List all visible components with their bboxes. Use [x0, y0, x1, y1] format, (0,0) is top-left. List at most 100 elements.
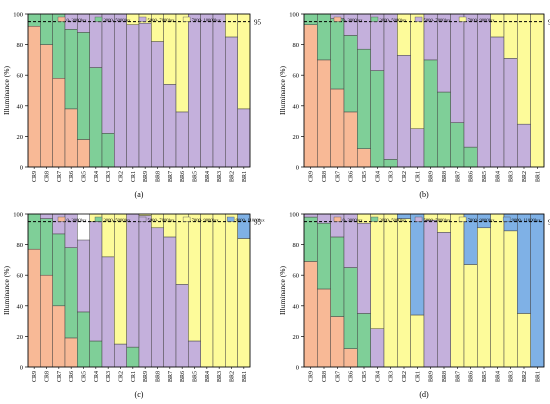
x-tick-label: CR7 [335, 171, 341, 182]
bar-segment [490, 213, 505, 368]
y-tick-label: 100 [289, 212, 299, 219]
x-tick-label: BR7 [168, 171, 174, 182]
y-axis-label: Illuminance (%) [278, 266, 287, 315]
bar-segment [64, 108, 78, 168]
bar-segment [212, 213, 226, 368]
bar-segment [330, 88, 345, 168]
bar-segment [370, 70, 385, 168]
bar-segment [503, 58, 518, 168]
legend-label: 7000- 9000lux [468, 17, 496, 22]
x-tick-label: CR9 [32, 171, 38, 182]
chart-panel-3: 95 0 20 40 60 80 100 Illuminance (%) CR9 CR8 CR7 CR… [2, 212, 265, 400]
bar-segment [27, 25, 41, 168]
bar-segment [370, 213, 385, 329]
y-tick-label: 80 [17, 242, 24, 249]
bar-segment [437, 13, 451, 93]
panel-label: (d) [419, 390, 429, 399]
bar-segment [225, 13, 238, 38]
bar-segment [517, 213, 531, 314]
y-tick-label: 20 [293, 334, 300, 341]
x-tick-label: CR6 [69, 371, 75, 382]
x-tick-label: CR3 [106, 171, 112, 182]
chart-panel-4: 95 0 20 40 60 80 100 Illuminance (%) CR9 CR8 CR7 CR… [278, 212, 550, 400]
bar-segment [126, 346, 140, 368]
bar-segment [151, 41, 164, 168]
bar-segment [477, 227, 491, 368]
bar-segment [517, 313, 531, 368]
y-tick-label: 20 [17, 334, 24, 341]
bar-segment [450, 13, 465, 123]
bar-segment [237, 238, 251, 368]
y-tick-label: 60 [293, 73, 300, 80]
x-tick-label: BR1 [242, 171, 248, 182]
bar-segment [101, 13, 115, 134]
x-tick-label: CR3 [389, 171, 395, 182]
bar-segment [237, 13, 251, 110]
y-axis-label: Illuminance (%) [2, 66, 11, 115]
bar-segment [138, 215, 152, 368]
bar-segment [27, 248, 41, 368]
bar-segment [40, 13, 53, 45]
bar-segment [77, 239, 90, 313]
x-tick-label: CR7 [335, 371, 341, 382]
bar-segment [64, 247, 78, 339]
bar-segment [397, 218, 411, 368]
bar-segment [188, 213, 201, 342]
bar-segment [27, 213, 41, 250]
plot-frame [303, 213, 545, 368]
legend-label: 9000- 11000lux [512, 217, 542, 222]
legend-label: 5000- 7000lux [424, 17, 452, 22]
bar-segment [101, 133, 115, 168]
legend-swatch [138, 16, 147, 22]
x-tick-label: BR4 [495, 171, 501, 182]
legend-swatch [414, 16, 423, 22]
y-tick-label: 60 [17, 273, 24, 280]
panel-label: (a) [135, 190, 144, 199]
bar-segment [330, 316, 345, 368]
bar-segment [343, 348, 358, 368]
bar-segment [343, 267, 358, 349]
bar-segment [188, 13, 201, 168]
x-tick-label: CR7 [57, 171, 63, 182]
x-tick-label: CR8 [322, 371, 328, 382]
bar-segment [303, 24, 318, 168]
x-tick-label: BR2 [522, 371, 528, 382]
bar-segment [357, 148, 371, 168]
x-tick-label: BR7 [455, 171, 461, 182]
bar-segment [357, 222, 371, 314]
x-tick-label: BR9 [429, 371, 435, 382]
x-tick-label: BR1 [242, 371, 248, 382]
bar-segment [52, 13, 66, 79]
bar-segment [188, 340, 201, 368]
legend-swatch [182, 16, 191, 22]
legend-swatch [226, 216, 235, 222]
bar-segment [212, 13, 226, 168]
bar-segment [40, 213, 53, 219]
legend-swatch [57, 16, 66, 22]
bar-segment [52, 78, 66, 168]
legend-label: 7000- 10000lux [192, 17, 222, 22]
x-tick-label: CR1 [131, 371, 137, 382]
x-tick-label: BR6 [469, 171, 475, 182]
x-tick-label: BR9 [429, 171, 435, 182]
x-tick-label: CR2 [119, 371, 125, 382]
x-tick-label: BR8 [442, 371, 448, 382]
x-tick-label: BR3 [509, 371, 515, 382]
legend-swatch [333, 216, 342, 222]
reference-label: 95 [548, 219, 550, 227]
bar-segment [225, 213, 238, 368]
bar-segment [437, 232, 451, 368]
reference-label: 95 [254, 19, 262, 27]
bar-segment [410, 13, 425, 129]
bar-segment [370, 328, 385, 368]
bar-segment [163, 13, 177, 85]
x-tick-label: CR8 [45, 371, 51, 382]
plot-frame [27, 213, 251, 368]
x-tick-label: CR6 [69, 171, 75, 182]
chart-panel-2: 95 0 20 40 60 80 100 Illuminance (%) CR9 CR8 CR7 CR… [278, 12, 550, 200]
panel-label: (b) [419, 190, 429, 199]
bar-segment [503, 230, 518, 368]
y-tick-label: 0 [20, 165, 23, 172]
y-tick-label: 100 [13, 212, 23, 219]
